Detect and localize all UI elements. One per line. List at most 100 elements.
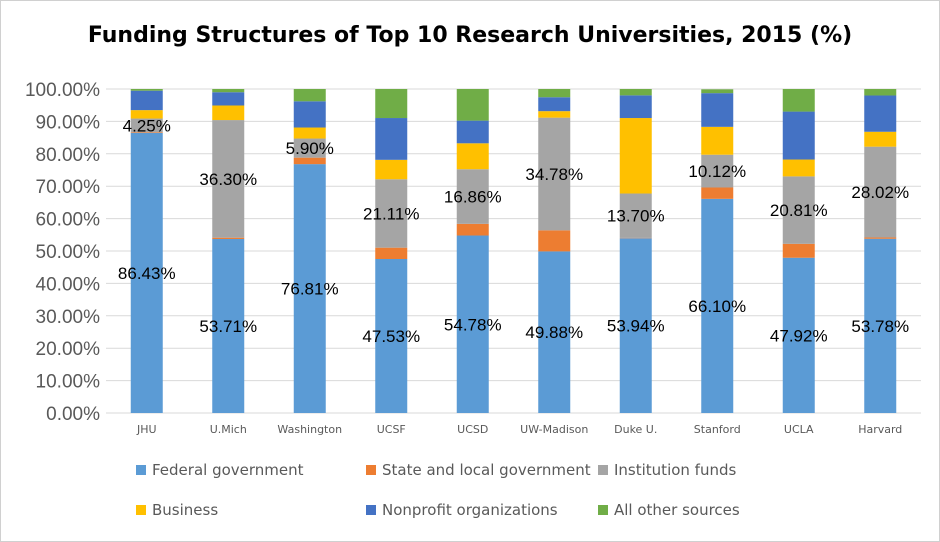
bar-segment	[293, 164, 326, 413]
data-label: 53.94%	[607, 317, 665, 336]
x-tick-label: UW-Madison	[520, 423, 588, 436]
y-tick-label: 20.00%	[36, 339, 101, 360]
bar-segment	[701, 89, 734, 94]
bar-segment	[375, 259, 408, 413]
bar-segment	[864, 89, 897, 96]
bar-segment	[782, 257, 815, 413]
data-label: 53.71%	[199, 317, 257, 336]
bar-segment	[293, 138, 326, 158]
bar-segment	[130, 118, 163, 133]
bar-segment	[701, 198, 734, 413]
bar-segment	[375, 179, 408, 248]
data-label: 36.30%	[199, 170, 257, 189]
bar-segment	[212, 238, 245, 413]
bar-segment	[212, 120, 245, 238]
bar-segment	[456, 235, 489, 413]
bar-segment	[456, 120, 489, 144]
bar-segment	[782, 176, 815, 244]
bar-segment	[782, 89, 815, 112]
bar-segment	[456, 143, 489, 170]
bar-segment	[619, 89, 652, 96]
x-tick-label: JHU	[136, 423, 157, 436]
bar-segment	[538, 251, 571, 413]
bar-segment	[212, 237, 245, 239]
y-tick-label: 0.00%	[46, 404, 100, 425]
data-label: 53.78%	[851, 317, 909, 336]
bar-segment	[456, 89, 489, 121]
bar-segment	[864, 237, 897, 239]
bar-segment	[782, 159, 815, 177]
y-tick-label: 50.00%	[36, 242, 101, 263]
y-tick-label: 60.00%	[36, 210, 101, 231]
bar-segment	[375, 159, 408, 180]
bar-segment	[293, 89, 326, 102]
bar-segment	[619, 238, 652, 413]
bar-segment	[701, 154, 734, 188]
x-tick-label: Harvard	[858, 423, 902, 436]
data-label: 13.70%	[607, 207, 665, 226]
bar-segment	[212, 89, 245, 93]
bar-segment	[864, 131, 897, 147]
y-tick-label: 30.00%	[36, 307, 101, 328]
bar-segment	[864, 95, 897, 132]
data-label: 28.02%	[851, 183, 909, 202]
y-tick-label: 100.00%	[25, 80, 100, 101]
bar-segment	[864, 238, 897, 413]
data-label: 5.90%	[286, 139, 334, 158]
bar-segment	[701, 126, 734, 155]
x-tick-label: Washington	[277, 423, 342, 436]
data-label: 49.88%	[525, 323, 583, 342]
data-label: 47.53%	[362, 327, 420, 346]
chart-title: Funding Structures of Top 10 Research Un…	[87, 23, 853, 48]
bar-segment	[538, 89, 571, 98]
bar-segment	[375, 89, 408, 119]
bar-segment	[456, 169, 489, 224]
x-tick-label: UCSD	[457, 423, 488, 436]
data-label: 66.10%	[688, 297, 746, 316]
y-tick-label: 10.00%	[36, 372, 101, 393]
bar-segment	[130, 110, 163, 119]
bar-segment	[782, 111, 815, 160]
bar-segment	[456, 223, 489, 236]
data-label: 21.11%	[363, 204, 419, 223]
data-label: 4.25%	[123, 116, 171, 135]
bar-segment	[293, 157, 326, 165]
x-tick-label: UCLA	[784, 423, 814, 436]
y-tick-label: 80.00%	[36, 145, 101, 166]
bar-segment	[782, 243, 815, 258]
bar-segment	[619, 95, 652, 119]
x-tick-label: U.Mich	[210, 423, 247, 436]
bar-segment	[701, 93, 734, 127]
data-label: 20.81%	[770, 201, 828, 220]
bar-segment	[619, 193, 652, 238]
data-label: 34.78%	[525, 165, 583, 184]
bar-segment	[619, 118, 652, 194]
data-label: 54.78%	[444, 315, 502, 334]
bar-segment	[375, 118, 408, 160]
bar-segment	[130, 132, 163, 133]
y-tick-label: 40.00%	[36, 274, 101, 295]
bar-segment	[538, 117, 571, 231]
data-label: 10.12%	[688, 162, 746, 181]
x-tick-label: Stanford	[694, 423, 741, 436]
bar-segment	[375, 247, 408, 260]
x-tick-label: UCSF	[377, 423, 406, 436]
bar-segment	[864, 146, 897, 238]
data-label: 16.86%	[444, 188, 502, 207]
y-tick-label: 70.00%	[36, 177, 101, 198]
bar-segment	[538, 230, 571, 252]
data-label: 76.81%	[281, 280, 339, 299]
bar-segment	[130, 90, 163, 111]
bar-segment	[130, 89, 163, 91]
bar-segment	[701, 187, 734, 199]
bar-segment	[212, 92, 245, 106]
x-tick-label: Duke U.	[614, 423, 657, 436]
bar-segment	[293, 101, 326, 128]
bar-segment	[538, 111, 571, 118]
bar-segment	[130, 132, 163, 413]
bar-segment	[293, 127, 326, 139]
data-label: 86.43%	[118, 264, 176, 283]
data-label: 47.92%	[770, 326, 828, 345]
